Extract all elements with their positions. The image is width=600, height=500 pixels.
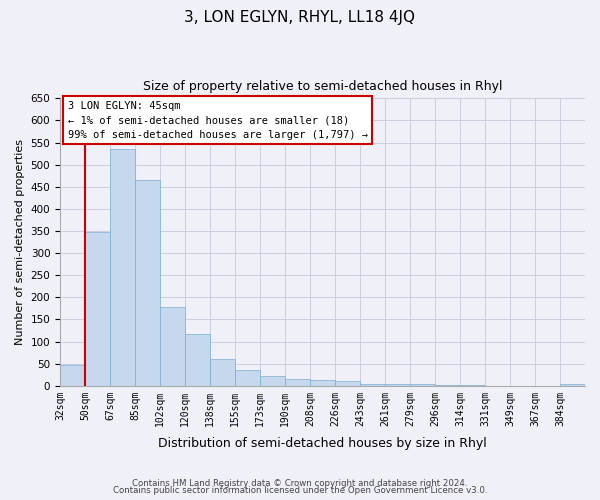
Title: Size of property relative to semi-detached houses in Rhyl: Size of property relative to semi-detach… (143, 80, 502, 93)
Text: 3 LON EGLYN: 45sqm
← 1% of semi-detached houses are smaller (18)
99% of semi-det: 3 LON EGLYN: 45sqm ← 1% of semi-detached… (68, 100, 368, 140)
Y-axis label: Number of semi-detached properties: Number of semi-detached properties (15, 139, 25, 345)
Bar (235, 370, 260, 386)
X-axis label: Distribution of semi-detached houses by size in Rhyl: Distribution of semi-detached houses by … (158, 437, 487, 450)
Bar (135, 180, 160, 386)
Bar (110, 149, 135, 386)
Bar (360, 384, 385, 386)
Bar (410, 384, 435, 386)
Bar (60, 365, 85, 386)
Text: 3, LON EGLYN, RHYL, LL18 4JQ: 3, LON EGLYN, RHYL, LL18 4JQ (185, 10, 415, 25)
Bar (160, 307, 185, 386)
Bar (385, 384, 410, 386)
Text: Contains HM Land Registry data © Crown copyright and database right 2024.: Contains HM Land Registry data © Crown c… (132, 478, 468, 488)
Bar (310, 380, 335, 386)
Bar (210, 359, 235, 386)
Text: Contains public sector information licensed under the Open Government Licence v3: Contains public sector information licen… (113, 486, 487, 495)
Bar (285, 379, 310, 386)
Bar (435, 385, 460, 386)
Bar (85, 232, 110, 386)
Bar (560, 384, 585, 386)
Bar (260, 376, 285, 386)
Bar (185, 334, 210, 386)
Bar (335, 382, 360, 386)
